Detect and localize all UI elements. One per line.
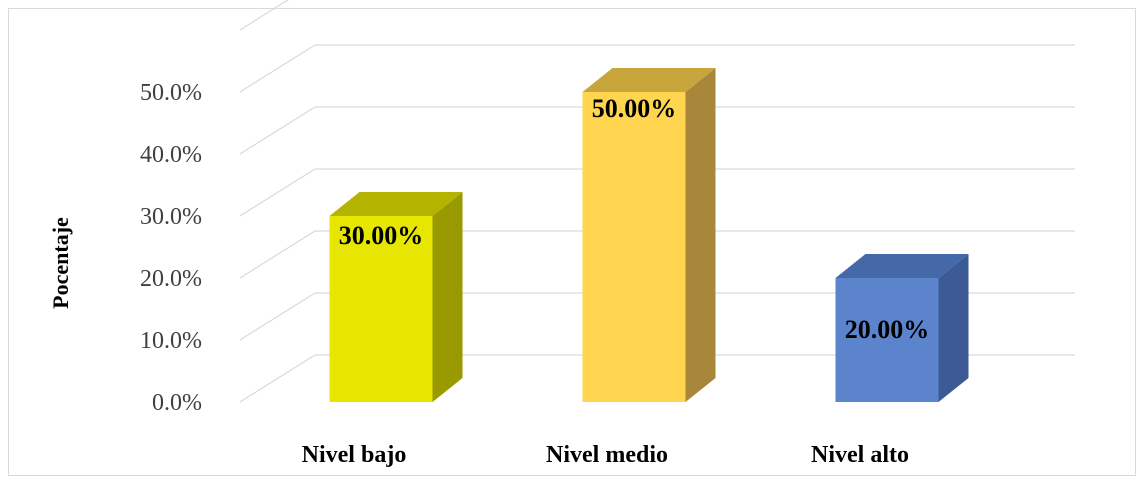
bar-2: 50.00% <box>582 68 716 402</box>
data-label: 30.00% <box>339 221 424 250</box>
grid-diagonal <box>239 106 316 155</box>
bar-1: 30.00% <box>329 192 463 402</box>
x-axis-categories: Nivel bajo Nivel medio Nivel alto <box>302 442 909 468</box>
chart-frame <box>8 8 1136 476</box>
y-tick-label: 30.0% <box>140 204 202 230</box>
grid-diagonal <box>239 0 290 31</box>
category-label: Nivel alto <box>811 442 909 468</box>
bars: 30.00% 50.00% 20.00% <box>329 68 969 402</box>
y-tick-label: 40.0% <box>140 142 202 168</box>
bar-3: 20.00% <box>835 254 969 402</box>
grid-diagonal <box>239 44 316 93</box>
bar-front <box>329 216 433 402</box>
y-tick-label: 10.0% <box>140 328 202 354</box>
y-tick-label: 20.0% <box>140 266 202 292</box>
bar-top <box>835 254 969 278</box>
grid-diagonal <box>239 354 316 403</box>
grid-diagonal <box>239 168 316 217</box>
bar-top <box>582 68 716 92</box>
grid-diagonal <box>239 230 316 279</box>
y-tick-label: 0.0% <box>152 390 202 416</box>
bar-top <box>329 192 463 216</box>
y-tick-label: 50.0% <box>140 80 202 106</box>
category-label: Nivel medio <box>546 442 668 468</box>
bar-side <box>685 68 716 402</box>
bar-side <box>432 192 463 402</box>
bar-front <box>582 92 686 402</box>
grid-diagonal <box>239 292 316 341</box>
bar-side <box>938 254 969 402</box>
data-label: 50.00% <box>592 94 677 123</box>
bar-front <box>835 278 939 402</box>
category-label: Nivel bajo <box>302 442 407 468</box>
y-axis-label: Pocentaje <box>48 217 73 309</box>
data-label: 20.00% <box>845 315 930 344</box>
y-axis-ticks: 0.0% 10.0% 20.0% 30.0% 40.0% 50.0% <box>140 80 202 416</box>
